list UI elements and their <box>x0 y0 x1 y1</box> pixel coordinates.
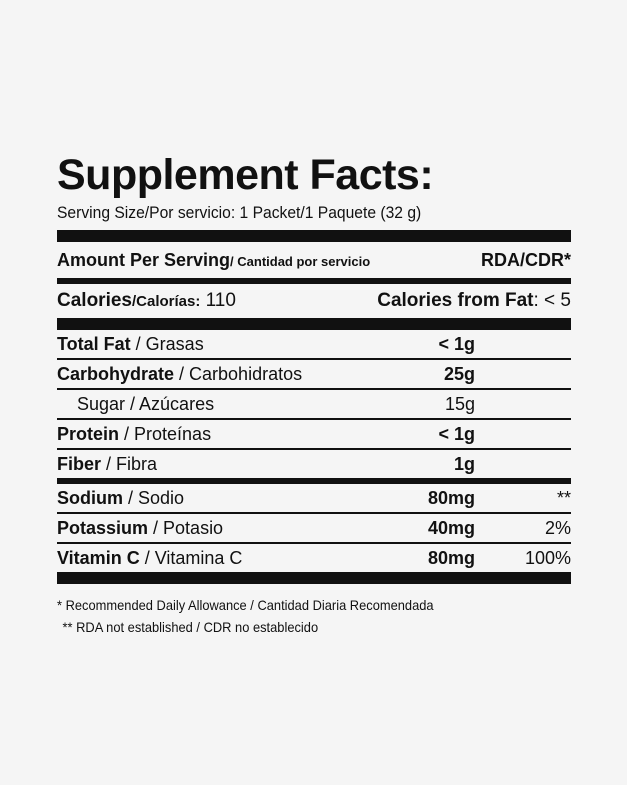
footnotes: * Recommended Daily Allowance / Cantidad… <box>57 594 530 638</box>
amount-per-serving-sublabel: / Cantidad por servicio <box>230 253 371 269</box>
divider-thick <box>57 572 571 584</box>
divider-thin <box>57 418 571 420</box>
nutrient-name: Protein <box>57 424 120 444</box>
nutrient-subname: / Potasio <box>148 518 224 538</box>
nutrient-row-potassium: Potassium / Potasio 40mg 2% <box>57 514 571 542</box>
nutrient-row-carbohydrate: Carbohydrate / Carbohidratos 25g <box>57 360 571 388</box>
amount-per-serving-header: Amount Per Serving/ Cantidad por servici… <box>57 242 571 278</box>
serving-size: Serving Size/Por servicio: 1 Packet/1 Pa… <box>57 203 422 222</box>
nutrient-subname: / Proteínas <box>119 424 212 444</box>
rda-header: RDA/CDR* <box>481 249 571 270</box>
nutrient-subname: Sugar / Azúcares <box>77 394 215 414</box>
divider-thin <box>57 512 571 514</box>
nutrient-rda: 2% <box>544 518 571 538</box>
nutrient-row-total-fat: Total Fat / Grasas < 1g <box>57 330 571 358</box>
panel-title: Supplement Facts: <box>57 151 434 199</box>
calories-from-fat-label: Calories from Fat <box>377 290 534 311</box>
nutrient-amount: 25g <box>443 364 475 384</box>
nutrient-subname: / Vitamina C <box>139 548 243 568</box>
nutrient-rda: ** <box>556 488 571 508</box>
calories-label: Calories <box>57 290 132 311</box>
nutrient-rda: 100% <box>524 548 571 568</box>
supplement-facts-panel: Supplement Facts: Serving Size/Por servi… <box>57 150 571 638</box>
footnote-rda: * Recommended Daily Allowance / Cantidad… <box>57 597 434 613</box>
divider-thin <box>57 448 571 450</box>
nutrient-subname: / Sodio <box>123 488 185 508</box>
divider-thick <box>57 230 571 242</box>
calories-row: Calories/Calorías: 110 Calories from Fat… <box>57 284 571 318</box>
divider-mid <box>57 478 571 484</box>
nutrient-subname: / Grasas <box>130 334 204 354</box>
nutrient-amount: 40mg <box>427 518 475 538</box>
nutrient-name: Vitamin C <box>57 548 140 568</box>
nutrient-amount: 1g <box>453 454 475 474</box>
nutrient-row-sugar: Sugar / Azúcares 15g <box>57 390 571 418</box>
nutrient-amount: < 1g <box>438 334 475 354</box>
nutrient-name: Sodium <box>57 488 123 508</box>
calories-value: 110 <box>205 290 236 311</box>
nutrient-subname: / Carbohidratos <box>174 364 303 384</box>
nutrient-row-fiber: Fiber / Fibra 1g <box>57 450 571 478</box>
nutrient-amount: 80mg <box>427 488 475 508</box>
nutrient-row-sodium: Sodium / Sodio 80mg ** <box>57 484 571 512</box>
calories-sublabel: /Calorías: <box>131 293 201 310</box>
divider-mid <box>57 278 571 284</box>
nutrient-name: Total Fat <box>57 334 131 354</box>
nutrient-row-vitamin-c: Vitamin C / Vitamina C 80mg 100% <box>57 544 571 572</box>
nutrient-subname: / Fibra <box>101 454 158 474</box>
divider-thin <box>57 388 571 390</box>
divider-thin <box>57 358 571 360</box>
footnote-rda-not-established: ** RDA not established / CDR no establec… <box>62 619 319 635</box>
divider-thick <box>57 318 571 330</box>
divider-thin <box>57 542 571 544</box>
nutrient-amount: < 1g <box>438 424 475 444</box>
nutrient-name: Carbohydrate <box>57 364 175 384</box>
nutrient-amount: 80mg <box>427 548 475 568</box>
amount-per-serving-label: Amount Per Serving <box>57 249 231 270</box>
nutrient-name: Potassium <box>57 518 149 538</box>
calories-from-fat-value: : < 5 <box>533 290 572 311</box>
nutrient-row-protein: Protein / Proteínas < 1g <box>57 420 571 448</box>
nutrient-amount: 15g <box>444 394 475 414</box>
nutrient-name: Fiber <box>57 454 102 474</box>
